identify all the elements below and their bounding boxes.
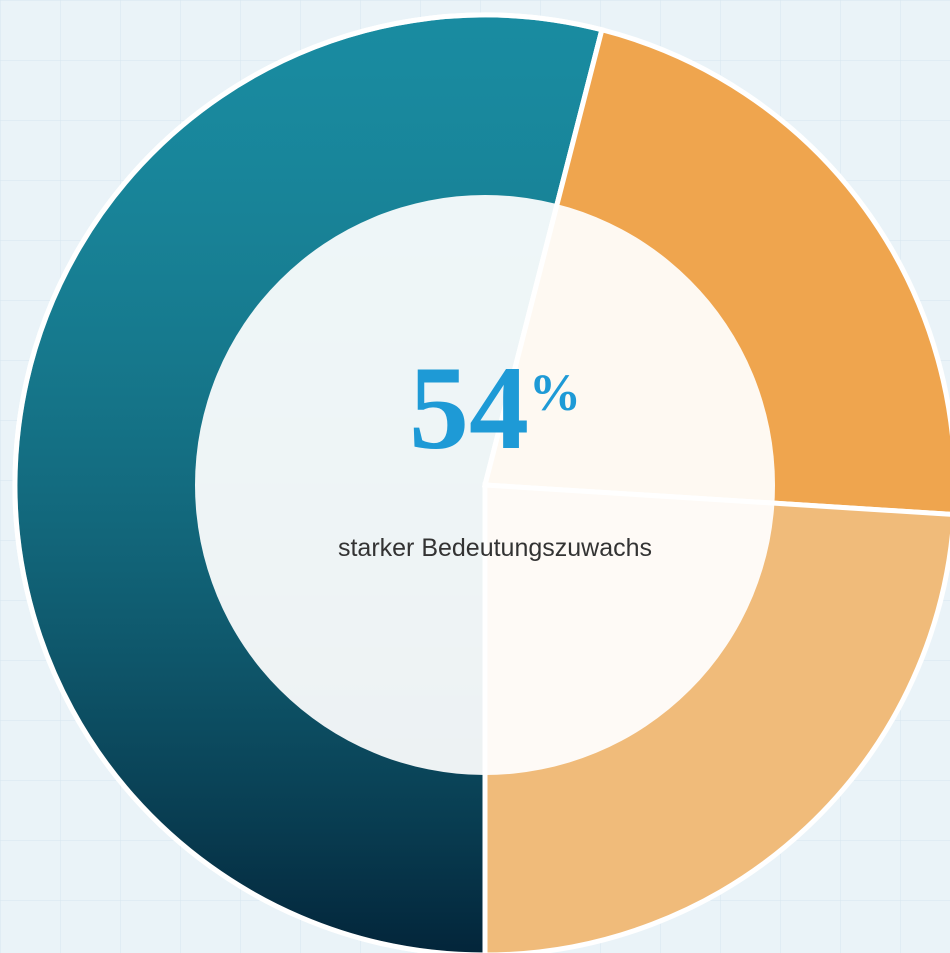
chart: 54%	[0, 0, 950, 953]
donut-hole	[195, 195, 775, 775]
category-label: starker Bedeutungszuwachs	[335, 532, 655, 565]
page: 54% starker Bedeutungszuwachs (() => { c…	[0, 0, 950, 953]
